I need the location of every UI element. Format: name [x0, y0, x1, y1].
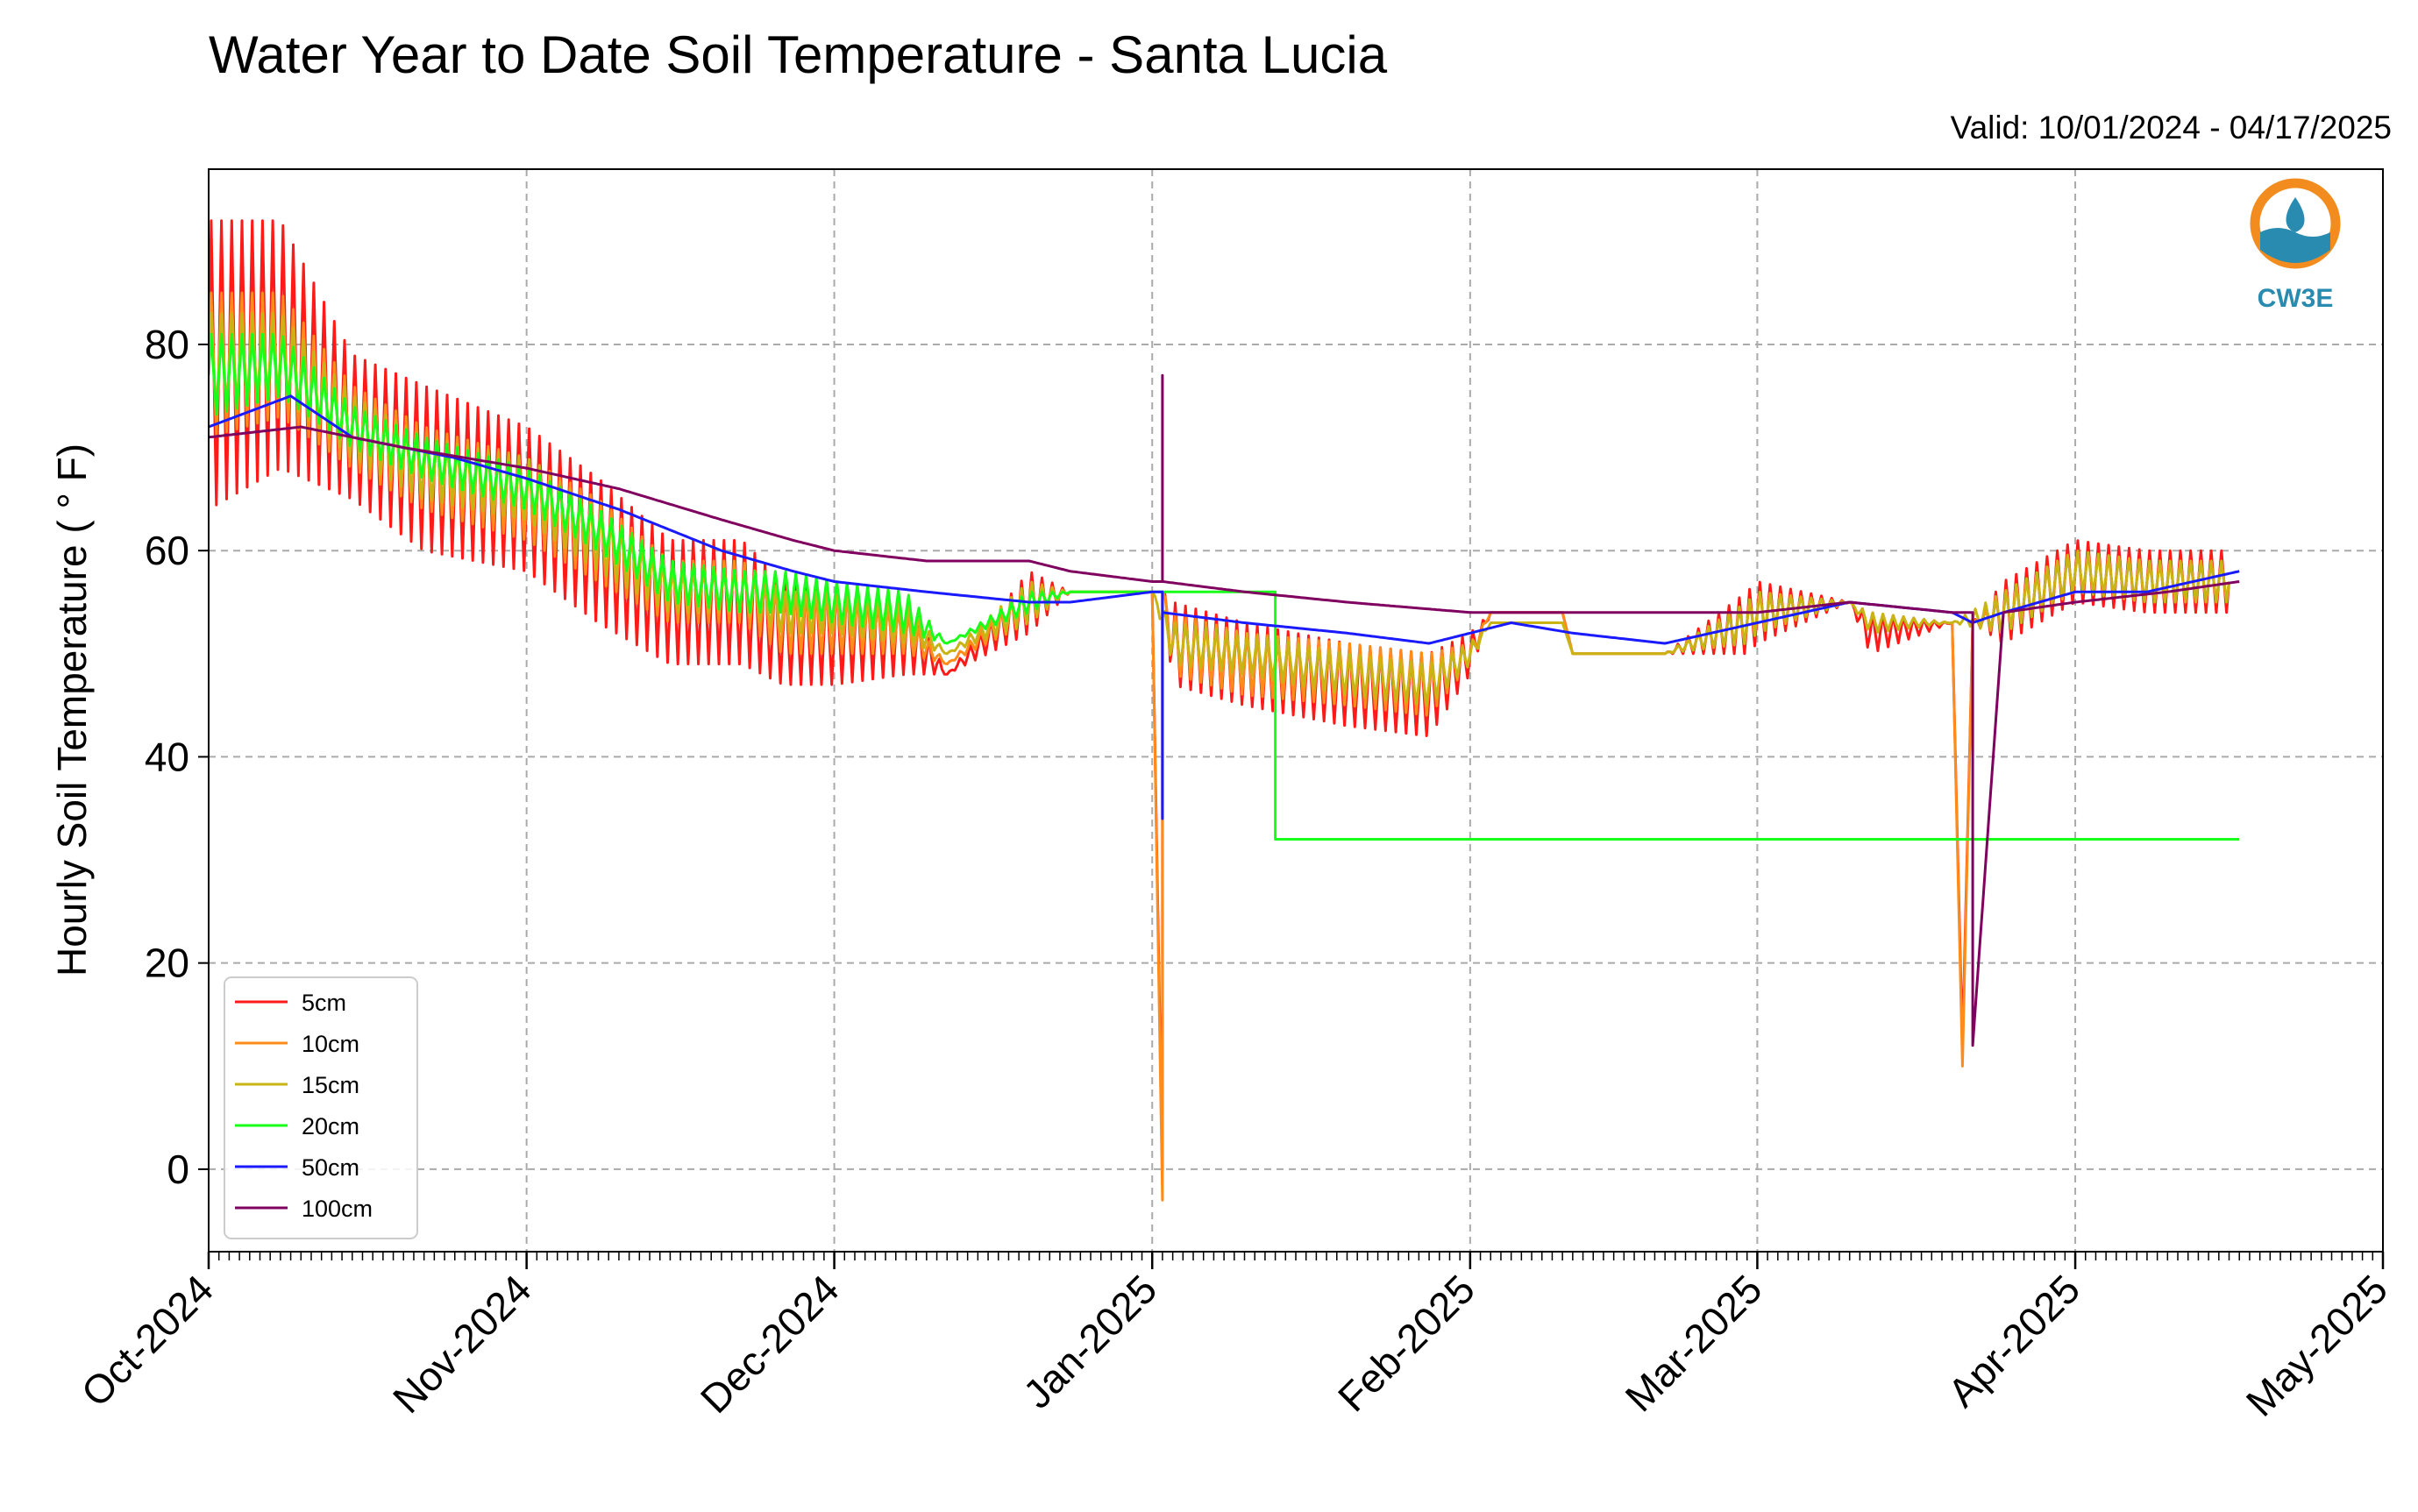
- y-tick-label: 80: [145, 322, 189, 367]
- legend-label-20cm: 20cm: [302, 1113, 359, 1139]
- chart-subtitle: Valid: 10/01/2024 - 04/17/2025: [1950, 110, 2392, 146]
- y-tick-label: 0: [167, 1146, 189, 1192]
- logo-drop-icon: [2286, 197, 2305, 232]
- grid-layer: [208, 169, 2384, 1252]
- logo-ring-icon: [2250, 178, 2341, 269]
- plot-frame: [208, 168, 2384, 1253]
- legend-label-100cm: 100cm: [302, 1196, 373, 1222]
- chart-title: Water Year to Date Soil Temperature - Sa…: [209, 25, 1388, 84]
- series-line-20cm: [209, 332, 2240, 841]
- x-tick-label: Nov-2024: [384, 1266, 540, 1422]
- x-tick-label: Mar-2025: [1617, 1266, 1771, 1420]
- y-axis-label: Hourly Soil Temperature ( ° F): [49, 444, 95, 976]
- x-tick-label: Jan-2025: [1014, 1266, 1165, 1416]
- cw3e-logo: CW3E: [2250, 178, 2341, 313]
- legend-label-50cm: 50cm: [302, 1154, 359, 1181]
- x-tick-label: Feb-2025: [1329, 1266, 1483, 1420]
- series-line-50cm: [209, 394, 2240, 820]
- legend: 5cm 10cm 15cm 20cm 50cm 100cm: [224, 976, 418, 1239]
- x-tick-label: Apr-2025: [1939, 1266, 2089, 1416]
- y-tick-label: 40: [145, 734, 189, 779]
- series-line-10cm: [209, 291, 2230, 1202]
- logo-wave-icon: [2260, 228, 2330, 263]
- series-line-15cm: [209, 312, 2230, 706]
- series-layer: [209, 219, 2240, 1202]
- series-line-5cm: [209, 219, 2230, 1171]
- legend-label-10cm: 10cm: [302, 1031, 359, 1057]
- series-line-100cm: [209, 373, 2240, 1047]
- y-tick-label: 60: [145, 528, 189, 573]
- legend-label-5cm: 5cm: [302, 990, 346, 1016]
- legend-label-15cm: 15cm: [302, 1072, 359, 1098]
- x-tick-label: May-2025: [2237, 1266, 2396, 1424]
- logo-text: CW3E: [2258, 284, 2334, 313]
- x-tick-label: Oct-2024: [73, 1266, 223, 1416]
- x-tick-label: Dec-2024: [692, 1266, 848, 1422]
- y-tick-label: 20: [145, 941, 189, 986]
